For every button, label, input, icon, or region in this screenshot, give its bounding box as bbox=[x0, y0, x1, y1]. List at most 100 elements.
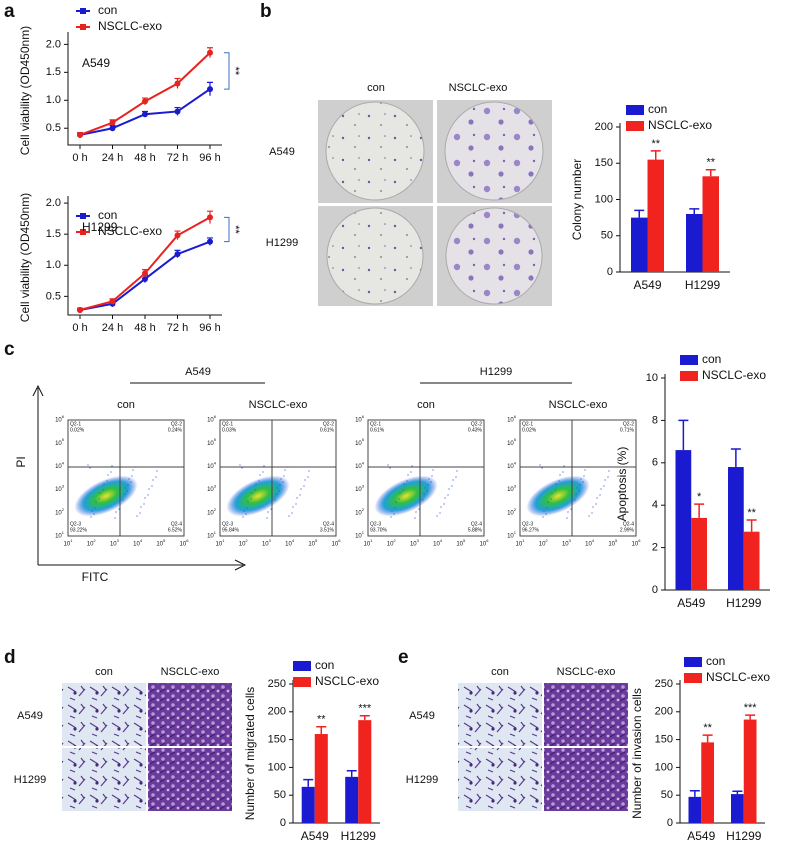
flow-event bbox=[282, 481, 284, 483]
quadrant-name: Q2-3 bbox=[222, 521, 233, 527]
axis-label: FITC bbox=[82, 570, 109, 584]
legend-label: con bbox=[706, 654, 725, 668]
flow-event bbox=[307, 476, 309, 478]
x-tick-label: 48 h bbox=[134, 152, 155, 164]
bar bbox=[743, 531, 760, 590]
flow-event bbox=[143, 503, 145, 505]
legend-label: con bbox=[315, 658, 334, 672]
legend-label: NSCLC-exo bbox=[98, 224, 162, 238]
y-tick-label: 2.0 bbox=[46, 38, 61, 50]
quadrant-value: 0.43% bbox=[468, 427, 483, 433]
legend-label: NSCLC-exo bbox=[648, 118, 712, 132]
y-axis-label: Cell viability (OD450nm) bbox=[18, 193, 32, 322]
flow-tick-label: 105 bbox=[55, 437, 65, 447]
flow-event bbox=[132, 469, 134, 471]
flow-event bbox=[387, 464, 389, 466]
x-tick-label: 0 h bbox=[72, 322, 87, 334]
y-tick-label: 2.0 bbox=[46, 197, 61, 209]
flow-event bbox=[422, 499, 424, 501]
flow-tick-exponent: 6 bbox=[638, 538, 641, 543]
error-bar bbox=[702, 734, 713, 743]
row-label: A549 bbox=[409, 710, 435, 722]
y-tick-label: 1.5 bbox=[46, 228, 61, 240]
flow-event bbox=[245, 513, 247, 515]
significance-bracket bbox=[224, 52, 230, 90]
flow-event bbox=[451, 485, 453, 487]
legend-marker bbox=[80, 229, 86, 235]
flow-event bbox=[576, 487, 578, 489]
flow-event bbox=[391, 510, 393, 512]
flow-event bbox=[98, 498, 100, 500]
flow-tick-label: 103 bbox=[355, 484, 365, 494]
flow-tick-label: 105 bbox=[507, 437, 517, 447]
flow-event bbox=[152, 479, 154, 481]
flow-event bbox=[418, 508, 420, 510]
flow-event bbox=[424, 487, 426, 489]
y-tick-label: 150 bbox=[268, 734, 286, 746]
flow-tick-label: 104 bbox=[355, 460, 365, 470]
flow-tick-exponent: 2 bbox=[214, 507, 217, 512]
flow-tick-exponent: 5 bbox=[214, 437, 217, 442]
x-tick-label: H1299 bbox=[726, 596, 762, 610]
error-bar bbox=[732, 790, 743, 795]
point bbox=[142, 98, 148, 105]
flow-event bbox=[566, 517, 568, 519]
y-tick-label: 200 bbox=[595, 121, 613, 133]
legend-label: NSCLC-exo bbox=[315, 674, 379, 688]
flow-event bbox=[295, 503, 297, 505]
row-label: H1299 bbox=[14, 774, 46, 786]
flow-event bbox=[545, 513, 547, 515]
flow-tick-label: 106 bbox=[507, 414, 517, 424]
flow-tick-exponent: 6 bbox=[186, 538, 189, 543]
flow-population bbox=[374, 475, 438, 517]
flow-event bbox=[111, 465, 113, 467]
flow-event bbox=[403, 483, 405, 485]
y-tick-label: 100 bbox=[268, 761, 286, 773]
legend-marker bbox=[684, 673, 702, 683]
flow-tick-label: 102 bbox=[507, 507, 517, 517]
flow-event bbox=[247, 501, 249, 503]
flow-tick-label: 105 bbox=[608, 538, 618, 548]
flow-event bbox=[94, 507, 96, 509]
row-label: A549 bbox=[269, 146, 295, 158]
flow-event bbox=[91, 510, 93, 512]
y-tick-label: 2 bbox=[652, 542, 658, 554]
legend-marker bbox=[293, 677, 311, 687]
quadrant-value: 6.52% bbox=[168, 527, 183, 533]
flow-event bbox=[128, 478, 130, 480]
x-tick-label: 0 h bbox=[72, 152, 87, 164]
point bbox=[174, 232, 181, 239]
quadrant-name: Q2-2 bbox=[171, 421, 182, 427]
flow-event bbox=[591, 512, 593, 514]
flow-tick-exponent: 3 bbox=[569, 538, 572, 543]
significance-label: ** bbox=[651, 138, 660, 150]
flow-event bbox=[436, 515, 438, 517]
flow-event bbox=[390, 516, 392, 518]
flow-tick-label: 104 bbox=[507, 460, 517, 470]
flow-event bbox=[543, 510, 545, 512]
legend-label: NSCLC-exo bbox=[702, 368, 766, 382]
flow-event bbox=[156, 470, 158, 472]
legend-label: con bbox=[98, 3, 117, 17]
flow-event bbox=[300, 488, 302, 490]
legend-label: con bbox=[648, 102, 667, 116]
flow-tick-exponent: 3 bbox=[514, 484, 517, 489]
axis-line bbox=[67, 32, 222, 146]
flow-tick-label: 104 bbox=[133, 538, 143, 548]
flow-event bbox=[432, 469, 434, 471]
y-tick-label: 200 bbox=[268, 706, 286, 718]
flow-event bbox=[276, 487, 278, 489]
flow-event bbox=[430, 481, 432, 483]
flow-tick-exponent: 5 bbox=[362, 437, 365, 442]
y-axis-label: Number of invasion cells bbox=[630, 688, 644, 819]
legend-marker bbox=[684, 657, 702, 667]
flow-event bbox=[596, 497, 598, 499]
error-bar bbox=[689, 790, 700, 797]
flow-tick-label: 103 bbox=[110, 538, 120, 548]
y-tick-label: 0.5 bbox=[46, 290, 61, 302]
invasion-images bbox=[458, 683, 628, 811]
axis-line bbox=[67, 196, 222, 316]
flow-event bbox=[102, 489, 104, 491]
flow-tick-label: 105 bbox=[308, 538, 318, 548]
